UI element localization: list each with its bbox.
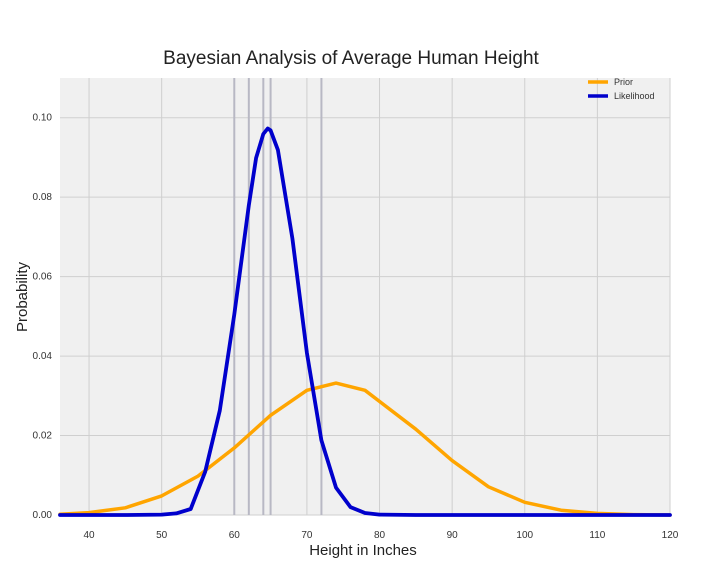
- legend: Prior Likelihood: [588, 77, 655, 101]
- y-tick-label: 0.00: [33, 510, 53, 521]
- y-tick-label: 0.08: [33, 192, 53, 203]
- legend-label-likelihood: Likelihood: [614, 91, 655, 101]
- y-tick-labels: 0.00 0.02 0.04 0.06 0.08 0.10: [33, 113, 53, 521]
- x-tick-label: 60: [229, 530, 241, 541]
- x-tick-label: 90: [447, 530, 459, 541]
- series-group: [58, 126, 672, 517]
- y-tick-label: 0.04: [33, 351, 53, 362]
- x-tick-label: 110: [589, 530, 605, 541]
- x-tick-labels: 40 50 60 70 80 90 100 110 120: [83, 530, 678, 541]
- x-tick-label: 40: [83, 530, 95, 541]
- y-axis-label: Probability: [14, 261, 31, 332]
- chart-title: Bayesian Analysis of Average Human Heigh…: [163, 48, 539, 69]
- series-line-prior: [58, 381, 672, 517]
- legend-label-prior: Prior: [614, 77, 633, 87]
- series-line-likelihood: [58, 126, 672, 517]
- x-tick-label: 100: [516, 530, 533, 541]
- plot-background: [60, 78, 670, 515]
- y-tick-label: 0.06: [33, 272, 53, 283]
- x-tick-label: 70: [301, 530, 313, 541]
- x-tick-label: 120: [662, 530, 679, 541]
- x-tick-label: 80: [374, 530, 386, 541]
- y-tick-label: 0.10: [33, 113, 53, 124]
- x-tick-label: 50: [156, 530, 168, 541]
- x-axis-label: Height in Inches: [309, 542, 417, 559]
- y-tick-label: 0.02: [33, 431, 53, 442]
